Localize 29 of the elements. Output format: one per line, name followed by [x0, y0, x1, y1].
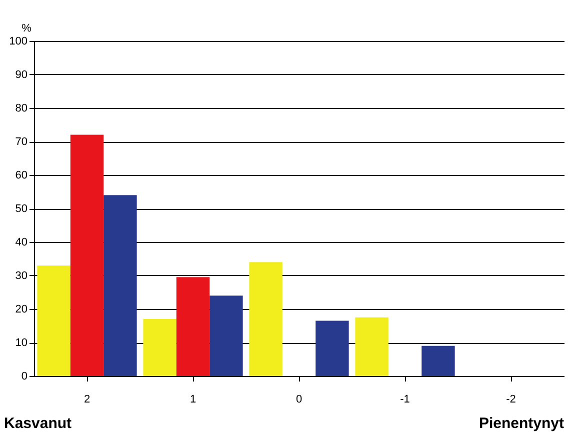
y-tick-label: 30 — [15, 270, 28, 282]
y-tick-label: 70 — [15, 136, 28, 148]
bar — [249, 262, 282, 376]
y-tick-label: 100 — [9, 36, 28, 48]
y-tick-label: 40 — [15, 236, 28, 248]
y-tick-label: 80 — [15, 102, 28, 114]
x-tick-label: -1 — [400, 394, 410, 406]
bar — [422, 346, 455, 376]
x-tick-label: 1 — [190, 394, 196, 406]
y-tick-label: 90 — [15, 69, 28, 81]
bar — [70, 134, 104, 376]
x-tick-label: 2 — [84, 394, 90, 406]
bar — [104, 195, 137, 376]
bar — [37, 265, 70, 376]
y-axis-title: % — [22, 22, 32, 34]
y-tick-label: 20 — [15, 304, 28, 316]
bar — [316, 320, 349, 376]
bar — [176, 277, 210, 376]
x-tick-label: -2 — [506, 394, 516, 406]
bar — [210, 296, 243, 376]
bar — [355, 317, 388, 376]
y-tick-label: 60 — [15, 170, 28, 182]
bar — [143, 319, 176, 376]
y-tick-label: 0 — [21, 370, 28, 382]
y-tick-label: 50 — [15, 203, 28, 215]
text: Kasvanut — [4, 415, 72, 432]
x-tick-label: 0 — [296, 394, 302, 406]
y-tick-label: 10 — [15, 337, 28, 349]
text: Pienentynyt — [478, 415, 564, 432]
